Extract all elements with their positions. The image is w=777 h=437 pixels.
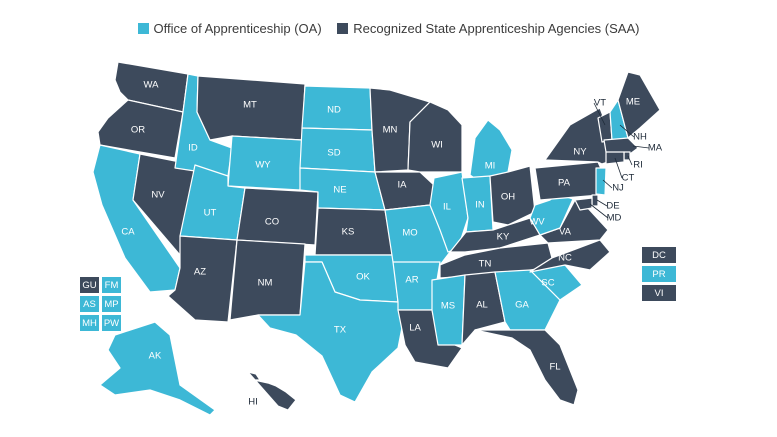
state-fl bbox=[474, 329, 579, 406]
state-label-ut: UT bbox=[204, 208, 217, 219]
state-label-ks: KS bbox=[342, 227, 355, 238]
leader-line-ri bbox=[627, 155, 633, 166]
state-label-sc: SC bbox=[541, 278, 554, 289]
leader-line-nh bbox=[619, 124, 635, 138]
territory-label-mh: MH bbox=[82, 318, 97, 329]
legend-item-oa: Office of Apprenticeship (OA) bbox=[137, 21, 322, 36]
map-legend: Office of Apprenticeship (OA) Recognized… bbox=[0, 21, 777, 37]
legend-swatch-saa bbox=[337, 23, 349, 34]
state-label-nm: NM bbox=[258, 278, 273, 289]
state-label-wa: WA bbox=[144, 80, 160, 91]
state-label-nc: NC bbox=[558, 253, 572, 264]
territory-label-pr: PR bbox=[652, 269, 665, 280]
leader-line-md bbox=[589, 203, 609, 219]
state-label-co: CO bbox=[265, 217, 279, 228]
legend-swatch-oa bbox=[137, 23, 149, 34]
state-label-me: ME bbox=[626, 97, 640, 108]
state-label-nh: NH bbox=[633, 132, 647, 143]
state-label-in: IN bbox=[475, 200, 485, 211]
state-label-mn: MN bbox=[383, 125, 398, 136]
territory-box-fm bbox=[102, 277, 121, 293]
state-label-fl: FL bbox=[549, 362, 560, 373]
state-label-nj: NJ bbox=[612, 183, 624, 194]
state-label-oh: OH bbox=[501, 192, 515, 203]
territory-label-fm: FM bbox=[105, 280, 119, 291]
state-label-ny: NY bbox=[573, 147, 587, 158]
state-label-ia: IA bbox=[398, 180, 408, 191]
state-nc bbox=[529, 239, 611, 273]
state-hi bbox=[247, 371, 297, 411]
state-label-wy: WY bbox=[255, 160, 271, 171]
state-label-wi: WI bbox=[431, 140, 443, 151]
territory-box-pr bbox=[642, 266, 676, 282]
state-ia bbox=[374, 171, 435, 211]
state-label-ri: RI bbox=[633, 160, 643, 171]
state-al bbox=[461, 271, 506, 346]
state-label-ga: GA bbox=[515, 300, 529, 311]
state-label-la: LA bbox=[409, 323, 421, 334]
state-label-nv: NV bbox=[151, 190, 165, 201]
state-ms bbox=[431, 274, 466, 346]
state-md bbox=[574, 197, 593, 211]
state-wi bbox=[407, 101, 463, 173]
state-label-id: ID bbox=[188, 143, 198, 154]
leader-line-nj bbox=[602, 179, 613, 189]
state-label-ma: MA bbox=[648, 143, 663, 154]
territory-box-mh bbox=[80, 315, 99, 331]
territory-label-pw: PW bbox=[104, 318, 119, 329]
state-label-mo: MO bbox=[402, 228, 417, 239]
state-ak bbox=[99, 321, 216, 416]
state-label-sd: SD bbox=[327, 148, 340, 159]
territory-label-mp: MP bbox=[104, 299, 118, 310]
territory-box-as bbox=[80, 296, 99, 312]
territory-label-as: AS bbox=[83, 299, 96, 310]
state-label-ca: CA bbox=[121, 227, 135, 238]
state-label-ct: CT bbox=[622, 173, 635, 184]
state-label-ak: AK bbox=[149, 351, 162, 362]
state-label-tx: TX bbox=[334, 325, 347, 336]
state-label-ok: OK bbox=[356, 272, 370, 283]
state-label-ne: NE bbox=[333, 185, 346, 196]
state-label-wv: WV bbox=[529, 217, 545, 228]
leader-line-vt bbox=[593, 102, 606, 126]
state-label-tn: TN bbox=[479, 259, 492, 270]
state-label-vt: VT bbox=[594, 98, 606, 109]
state-label-az: AZ bbox=[194, 267, 206, 278]
state-label-il: IL bbox=[443, 202, 451, 213]
state-label-ky: KY bbox=[497, 232, 510, 243]
leader-line-ct bbox=[614, 157, 623, 179]
legend-label-saa: Recognized State Apprenticeship Agencies… bbox=[353, 21, 640, 36]
territory-label-gu: GU bbox=[82, 280, 96, 291]
state-label-de: DE bbox=[606, 201, 619, 212]
state-label-va: VA bbox=[559, 227, 572, 238]
state-nj bbox=[595, 167, 607, 196]
territory-label-vi: VI bbox=[655, 288, 664, 299]
state-co bbox=[236, 187, 319, 246]
state-label-al: AL bbox=[476, 300, 488, 311]
territory-box-mp bbox=[102, 296, 121, 312]
state-label-mi: MI bbox=[485, 161, 496, 172]
territory-label-dc: DC bbox=[652, 250, 666, 261]
legend-label-oa: Office of Apprenticeship (OA) bbox=[153, 21, 322, 36]
state-label-nd: ND bbox=[327, 105, 341, 116]
state-mo bbox=[384, 204, 451, 266]
state-label-md: MD bbox=[607, 213, 622, 224]
state-label-mt: MT bbox=[243, 100, 257, 111]
territory-box-vi bbox=[642, 285, 676, 301]
state-label-pa: PA bbox=[558, 178, 571, 189]
leader-line-de bbox=[596, 199, 608, 207]
territory-box-dc bbox=[642, 247, 676, 263]
leader-line-ma bbox=[632, 145, 650, 149]
state-label-or: OR bbox=[131, 125, 145, 136]
territory-box-gu bbox=[80, 277, 99, 293]
state-tx bbox=[257, 261, 406, 403]
legend-item-saa: Recognized State Apprenticeship Agencies… bbox=[337, 21, 639, 36]
state-label-hi: HI bbox=[248, 397, 258, 408]
state-pa bbox=[534, 161, 607, 201]
territory-box-pw bbox=[102, 315, 121, 331]
state-ma bbox=[603, 137, 639, 155]
state-label-ms: MS bbox=[441, 301, 455, 312]
state-label-ar: AR bbox=[405, 275, 418, 286]
